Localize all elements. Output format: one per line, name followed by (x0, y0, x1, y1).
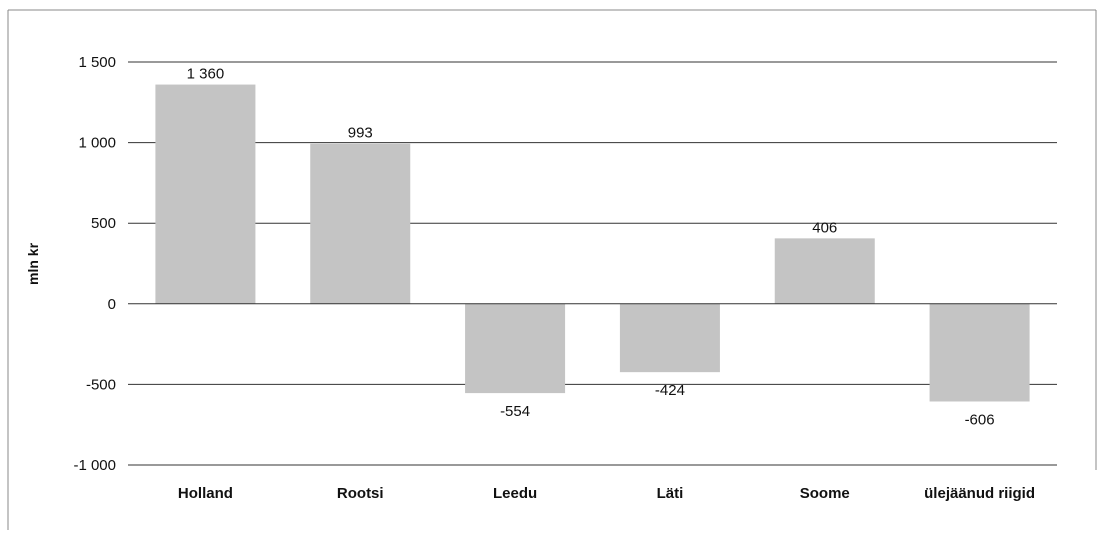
data-label: -554 (500, 403, 530, 420)
y-tick-label: 1 000 (78, 135, 116, 152)
y-tick-label: 500 (91, 215, 116, 232)
data-label: 1 360 (187, 66, 225, 83)
bar (619, 303, 720, 373)
bar (465, 303, 566, 394)
bar (310, 143, 411, 304)
data-label: -424 (655, 382, 685, 399)
category-label: Soome (800, 485, 850, 502)
grid-lines (128, 61, 1057, 466)
bar (155, 84, 256, 304)
category-label: Leedu (493, 485, 537, 502)
category-label: Rootsi (337, 485, 384, 502)
bars (155, 84, 1030, 402)
y-axis-title: mln kr (25, 242, 41, 285)
bar (774, 238, 875, 304)
y-tick-label: -1 000 (73, 457, 116, 474)
data-label: -606 (965, 411, 995, 428)
data-label: 993 (348, 125, 373, 142)
category-label: Holland (178, 485, 233, 502)
category-label: Läti (657, 485, 684, 502)
data-labels: 1 360 993 -554 -424 406 -606 (187, 66, 995, 429)
data-label: 406 (812, 219, 837, 236)
y-tick-label: 1 500 (78, 54, 116, 71)
y-tick-label: -500 (86, 376, 116, 393)
y-tick-labels: 1 500 1 000 500 0 -500 -1 000 (73, 54, 116, 474)
bar (929, 303, 1030, 402)
category-label: ülejäänud riigid (924, 485, 1035, 502)
y-tick-label: 0 (108, 296, 116, 313)
category-labels: Holland Rootsi Leedu Läti Soome ülejäänud rii… (178, 485, 1035, 502)
